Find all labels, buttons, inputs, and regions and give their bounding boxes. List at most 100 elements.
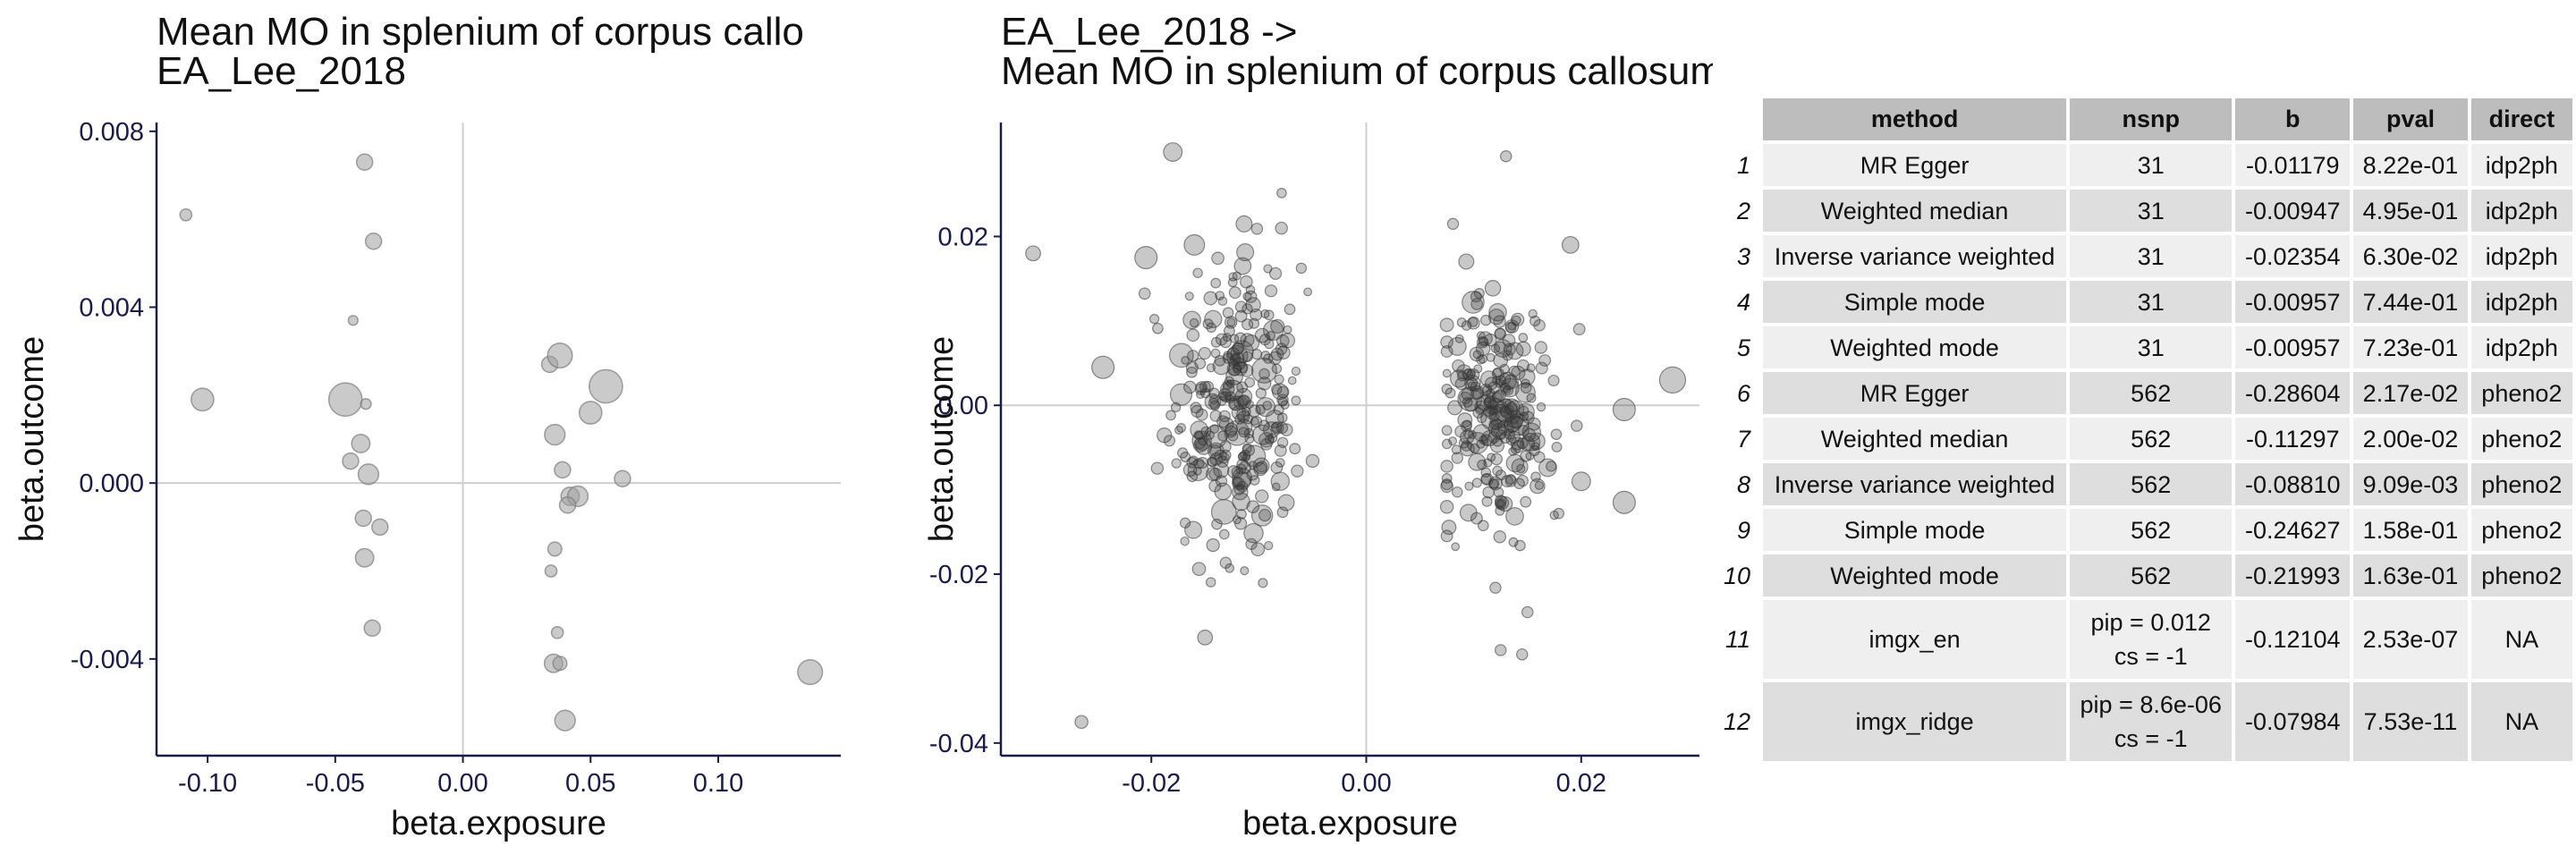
data-point	[1484, 280, 1502, 297]
method-cell: Weighted mode	[1763, 554, 2067, 596]
data-point	[1440, 479, 1453, 494]
data-point	[1495, 375, 1507, 386]
b-cell: -0.08810	[2235, 463, 2351, 505]
header-b: b	[2235, 98, 2351, 140]
method-cell: MR Egger	[1763, 372, 2067, 414]
pval-cell: 1.63e-01	[2353, 554, 2468, 596]
data-point	[1182, 310, 1201, 330]
method-cell: Weighted mode	[1763, 326, 2067, 368]
nsnp-cell-line: cs = -1	[2114, 725, 2188, 752]
data-point	[1467, 368, 1480, 382]
chart-title-line: EA_Lee_2018 ->	[1001, 10, 1298, 54]
data-point	[1467, 381, 1478, 391]
data-point	[1518, 333, 1529, 343]
data-point	[1232, 343, 1245, 355]
direct-cell: idp2ph	[2470, 144, 2572, 186]
method-cell: imgx_en	[1763, 600, 2067, 679]
data-point	[1551, 441, 1563, 453]
data-point	[1454, 334, 1464, 343]
data-point	[1226, 347, 1241, 360]
data-point	[1230, 340, 1254, 364]
data-point	[1488, 406, 1499, 416]
direct-cell: idp2ph	[2470, 326, 2572, 368]
chart-title-line: Mean MO in splenium of corpus callo	[157, 10, 804, 54]
scatter-panel-right: EA_Lee_2018 -> Mean MO in splenium of co…	[923, 0, 1992, 859]
data-point	[1493, 486, 1504, 498]
nsnp-cell: 562	[2070, 372, 2233, 414]
y-tick-label: 0.004	[79, 294, 144, 323]
data-point	[1168, 343, 1194, 368]
data-point	[1205, 430, 1215, 440]
data-point	[1233, 257, 1252, 275]
method-cell: MR Egger	[1763, 144, 2067, 186]
data-point	[578, 401, 603, 425]
data-point	[1202, 380, 1215, 393]
data-point	[1295, 262, 1308, 275]
data-point	[552, 656, 568, 672]
data-point	[1473, 288, 1485, 300]
data-point	[1494, 398, 1518, 423]
data-point	[1270, 318, 1285, 334]
direct-cell: NA	[2470, 600, 2572, 679]
data-point	[1232, 364, 1241, 373]
data-point	[1274, 444, 1287, 457]
method-cell: Weighted median	[1763, 190, 2067, 232]
data-point	[1249, 475, 1260, 486]
data-point	[1226, 465, 1241, 478]
data-point	[371, 518, 389, 537]
y-tick-label: -0.04	[929, 730, 988, 758]
data-point	[1180, 536, 1190, 546]
x-axis-label: beta.exposure	[1242, 805, 1458, 842]
data-point	[1439, 500, 1454, 514]
data-point	[1489, 581, 1502, 594]
data-point	[1494, 327, 1506, 340]
table-row: 1 MR Egger 31 -0.01179 8.22e-01 idp2ph	[1716, 144, 2572, 186]
pval-cell: 4.95e-01	[2353, 190, 2468, 232]
nsnp-cell: 562	[2070, 554, 2233, 596]
data-point	[1138, 287, 1151, 300]
b-cell: -0.01179	[2235, 144, 2351, 186]
data-point	[550, 625, 564, 639]
data-point	[547, 541, 563, 557]
direct-cell: idp2ph	[2470, 235, 2572, 277]
data-point	[614, 470, 631, 487]
pval-cell: 6.30e-02	[2353, 235, 2468, 277]
data-point	[1536, 402, 1546, 412]
nsnp-cell: 31	[2070, 235, 2233, 277]
data-point	[360, 398, 372, 410]
data-point	[1191, 562, 1207, 577]
data-point	[1284, 303, 1296, 316]
direct-cell: pheno2	[2470, 463, 2572, 505]
data-point	[1199, 381, 1211, 393]
data-point	[1612, 397, 1636, 422]
data-point	[1441, 425, 1453, 436]
data-point	[1258, 508, 1272, 522]
data-point	[1571, 471, 1591, 492]
points-group	[179, 153, 824, 732]
data-point	[1466, 316, 1480, 330]
data-point	[1197, 629, 1214, 646]
data-point	[1487, 453, 1496, 462]
data-point	[1481, 495, 1493, 507]
data-point	[1264, 284, 1278, 298]
nsnp-cell: 31	[2070, 281, 2233, 323]
data-point	[1471, 478, 1482, 488]
data-point	[1250, 542, 1266, 557]
nsnp-cell: 31	[2070, 190, 2233, 232]
data-point	[1243, 522, 1264, 544]
data-point	[1163, 142, 1183, 162]
b-cell: -0.12104	[2235, 600, 2351, 679]
data-point	[1477, 459, 1487, 470]
data-point	[1516, 474, 1529, 487]
x-tick-label: -0.10	[178, 769, 237, 798]
data-point	[1468, 317, 1479, 327]
data-point	[1183, 233, 1206, 256]
data-point	[1507, 321, 1517, 331]
row-number-cell: 10	[1724, 562, 1751, 589]
data-point	[1186, 328, 1200, 343]
data-point	[1283, 325, 1292, 334]
data-point	[1232, 467, 1253, 488]
nsnp-cell-line: pip = 8.6e-06	[2080, 691, 2222, 718]
table-row: 7 Weighted median 562 -0.11297 2.00e-02 pheno…	[1716, 418, 2572, 460]
data-point	[1279, 333, 1296, 349]
